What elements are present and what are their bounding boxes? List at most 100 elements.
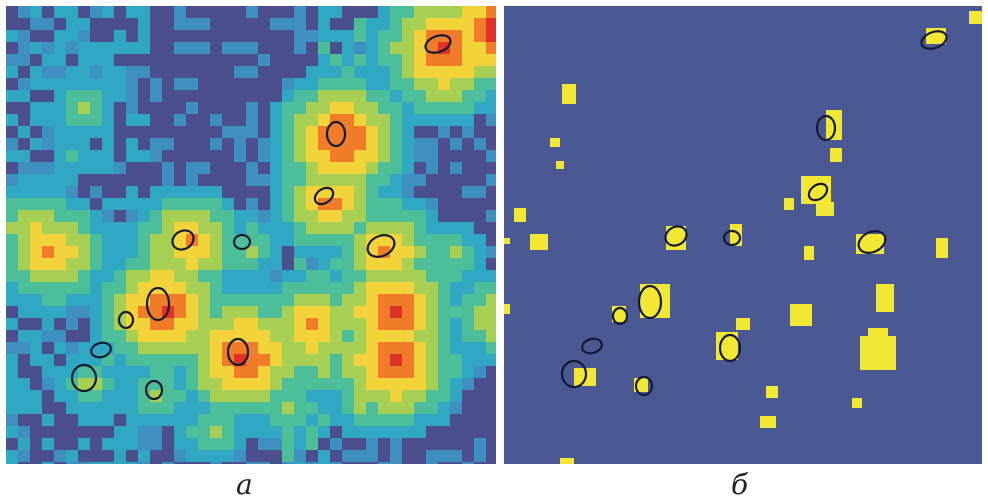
heatmap-cell: [282, 270, 294, 282]
heatmap-cell: [378, 174, 390, 186]
heatmap-cell: [390, 282, 402, 294]
heatmap-cell: [426, 318, 438, 330]
heatmap-cell: [18, 306, 30, 318]
heatmap-cell: [90, 42, 102, 54]
heatmap-cell: [318, 366, 330, 378]
heatmap-cell: [246, 294, 258, 306]
contour-ellipse: [920, 30, 948, 50]
heatmap-cell: [426, 258, 438, 270]
heatmap-cell: [390, 330, 402, 342]
heatmap-cell: [42, 18, 54, 30]
heatmap-cell: [258, 378, 270, 390]
heatmap-cell: [438, 66, 450, 78]
heatmap-cell: [450, 306, 462, 318]
heatmap-cell: [78, 354, 90, 366]
heatmap-cell: [366, 282, 378, 294]
heatmap-cell: [270, 174, 282, 186]
heatmap-cell: [66, 114, 78, 126]
heatmap-cell: [138, 6, 150, 18]
heatmap-cell: [6, 114, 18, 126]
heatmap-cell: [18, 438, 30, 450]
heatmap-cell: [222, 330, 234, 342]
heatmap-cell: [306, 426, 318, 438]
heatmap-cell: [138, 282, 150, 294]
heatmap-cell: [414, 390, 426, 402]
heatmap-cell: [102, 198, 114, 210]
heatmap-cell: [90, 462, 102, 464]
heatmap-cell: [282, 150, 294, 162]
heatmap-cell: [366, 66, 378, 78]
heatmap-cell: [234, 306, 246, 318]
heatmap-cell: [6, 174, 18, 186]
heatmap-cell: [210, 114, 222, 126]
heatmap-cell: [450, 222, 462, 234]
heatmap-cell: [186, 342, 198, 354]
contour-ellipse: [807, 182, 829, 202]
heatmap-cell: [210, 378, 222, 390]
heatmap-cell: [246, 114, 258, 126]
heatmap-cell: [378, 66, 390, 78]
heatmap-cell: [114, 330, 126, 342]
heatmap-cell: [354, 114, 366, 126]
heatmap-cell: [66, 150, 78, 162]
heatmap-cell: [174, 234, 186, 246]
heatmap-cell: [378, 162, 390, 174]
heatmap-cell: [330, 462, 342, 464]
heatmap-cell: [402, 198, 414, 210]
heatmap-cell: [102, 258, 114, 270]
heatmap-cell: [42, 162, 54, 174]
heatmap-cell: [6, 198, 18, 210]
heatmap-cell: [318, 162, 330, 174]
heatmap-cell: [54, 102, 66, 114]
mask-blob: [816, 202, 834, 216]
heatmap-cell: [54, 150, 66, 162]
heatmap-cell: [414, 42, 426, 54]
heatmap-cell: [90, 306, 102, 318]
heatmap-cell: [294, 342, 306, 354]
heatmap-cell: [102, 366, 114, 378]
heatmap-cell: [126, 138, 138, 150]
heatmap-cell: [30, 390, 42, 402]
heatmap-cell: [390, 366, 402, 378]
heatmap-cell: [42, 234, 54, 246]
heatmap-cell: [390, 162, 402, 174]
heatmap-cell: [174, 306, 186, 318]
heatmap-cell: [486, 306, 496, 318]
heatmap-cell: [78, 114, 90, 126]
heatmap-cell: [174, 210, 186, 222]
heatmap-cell: [294, 378, 306, 390]
heatmap-cell: [18, 342, 30, 354]
heatmap-cell: [102, 54, 114, 66]
heatmap-cell: [414, 222, 426, 234]
heatmap-cell: [30, 66, 42, 78]
heatmap-cell: [174, 186, 186, 198]
heatmap-cell: [114, 78, 126, 90]
heatmap-cell: [18, 210, 30, 222]
heatmap-cell: [354, 198, 366, 210]
heatmap-cell: [270, 18, 282, 30]
heatmap-cell: [270, 390, 282, 402]
heatmap-cell: [462, 234, 474, 246]
heatmap-cell: [462, 186, 474, 198]
heatmap-cell: [270, 294, 282, 306]
heatmap-cell: [66, 138, 78, 150]
heatmap-cell: [126, 438, 138, 450]
heatmap-cell: [18, 234, 30, 246]
heatmap-cell: [486, 354, 496, 366]
heatmap-cell: [42, 378, 54, 390]
heatmap-cell: [330, 90, 342, 102]
heatmap-cell: [54, 342, 66, 354]
heatmap-cell: [414, 294, 426, 306]
heatmap-cell: [474, 354, 486, 366]
heatmap-cell: [198, 414, 210, 426]
heatmap-cell: [462, 42, 474, 54]
heatmap-cell: [330, 354, 342, 366]
heatmap-cell: [426, 282, 438, 294]
heatmap-cell: [462, 18, 474, 30]
heatmap-cell: [138, 462, 150, 464]
heatmap-cell: [18, 258, 30, 270]
heatmap-cell: [6, 150, 18, 162]
heatmap-cell: [414, 330, 426, 342]
heatmap-cell: [258, 54, 270, 66]
heatmap-cell: [366, 450, 378, 462]
